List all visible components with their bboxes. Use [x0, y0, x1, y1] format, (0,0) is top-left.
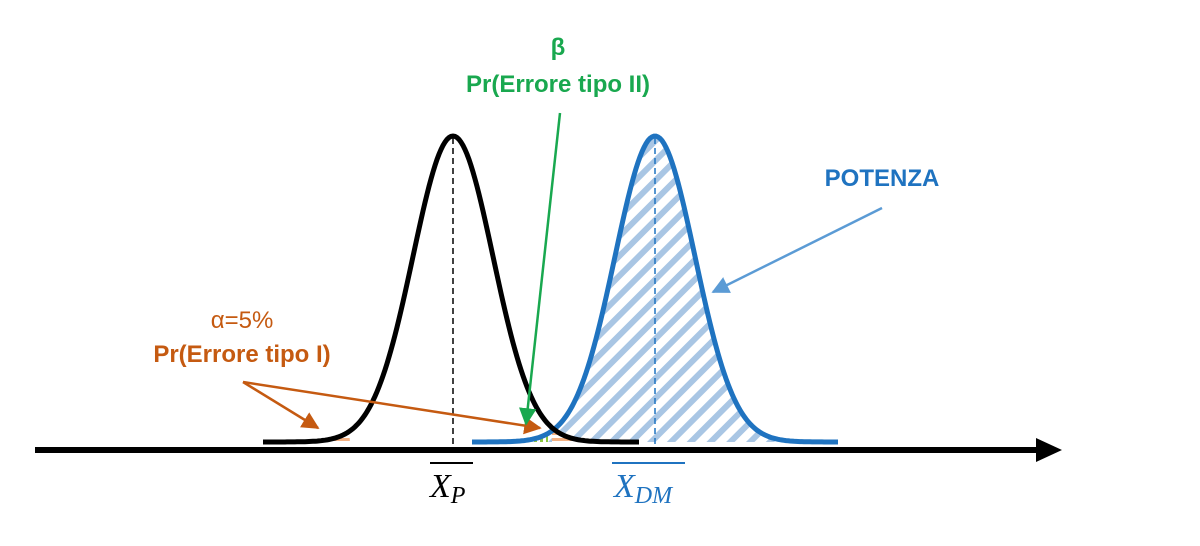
beta-arrow: [519, 112, 562, 426]
alternative-distribution-curve: [472, 133, 838, 445]
alpha-symbol: α=5%: [211, 307, 274, 334]
axis-arrowhead: [1036, 438, 1062, 462]
beta-label: Pr(Errore tipo II): [466, 71, 650, 98]
null-mean-subscript: P: [450, 483, 466, 509]
power-label: POTENZA: [825, 165, 940, 192]
alpha-right-tail-region: [552, 427, 640, 442]
alpha-left-tail-region: [263, 431, 350, 442]
alt-mean-label: XDM: [612, 468, 674, 509]
null-distribution-curve: [263, 133, 639, 445]
alpha-arrow-right: [242, 380, 542, 435]
beta-symbol: β: [551, 34, 566, 61]
alpha-arrow-left: [242, 380, 320, 430]
alt-mean-subscript: DM: [634, 483, 674, 509]
power-region: [548, 136, 838, 442]
alpha-label: Pr(Errore tipo I): [153, 341, 330, 368]
null-mean-label: XP: [428, 468, 466, 509]
power-arrow: [711, 206, 883, 294]
